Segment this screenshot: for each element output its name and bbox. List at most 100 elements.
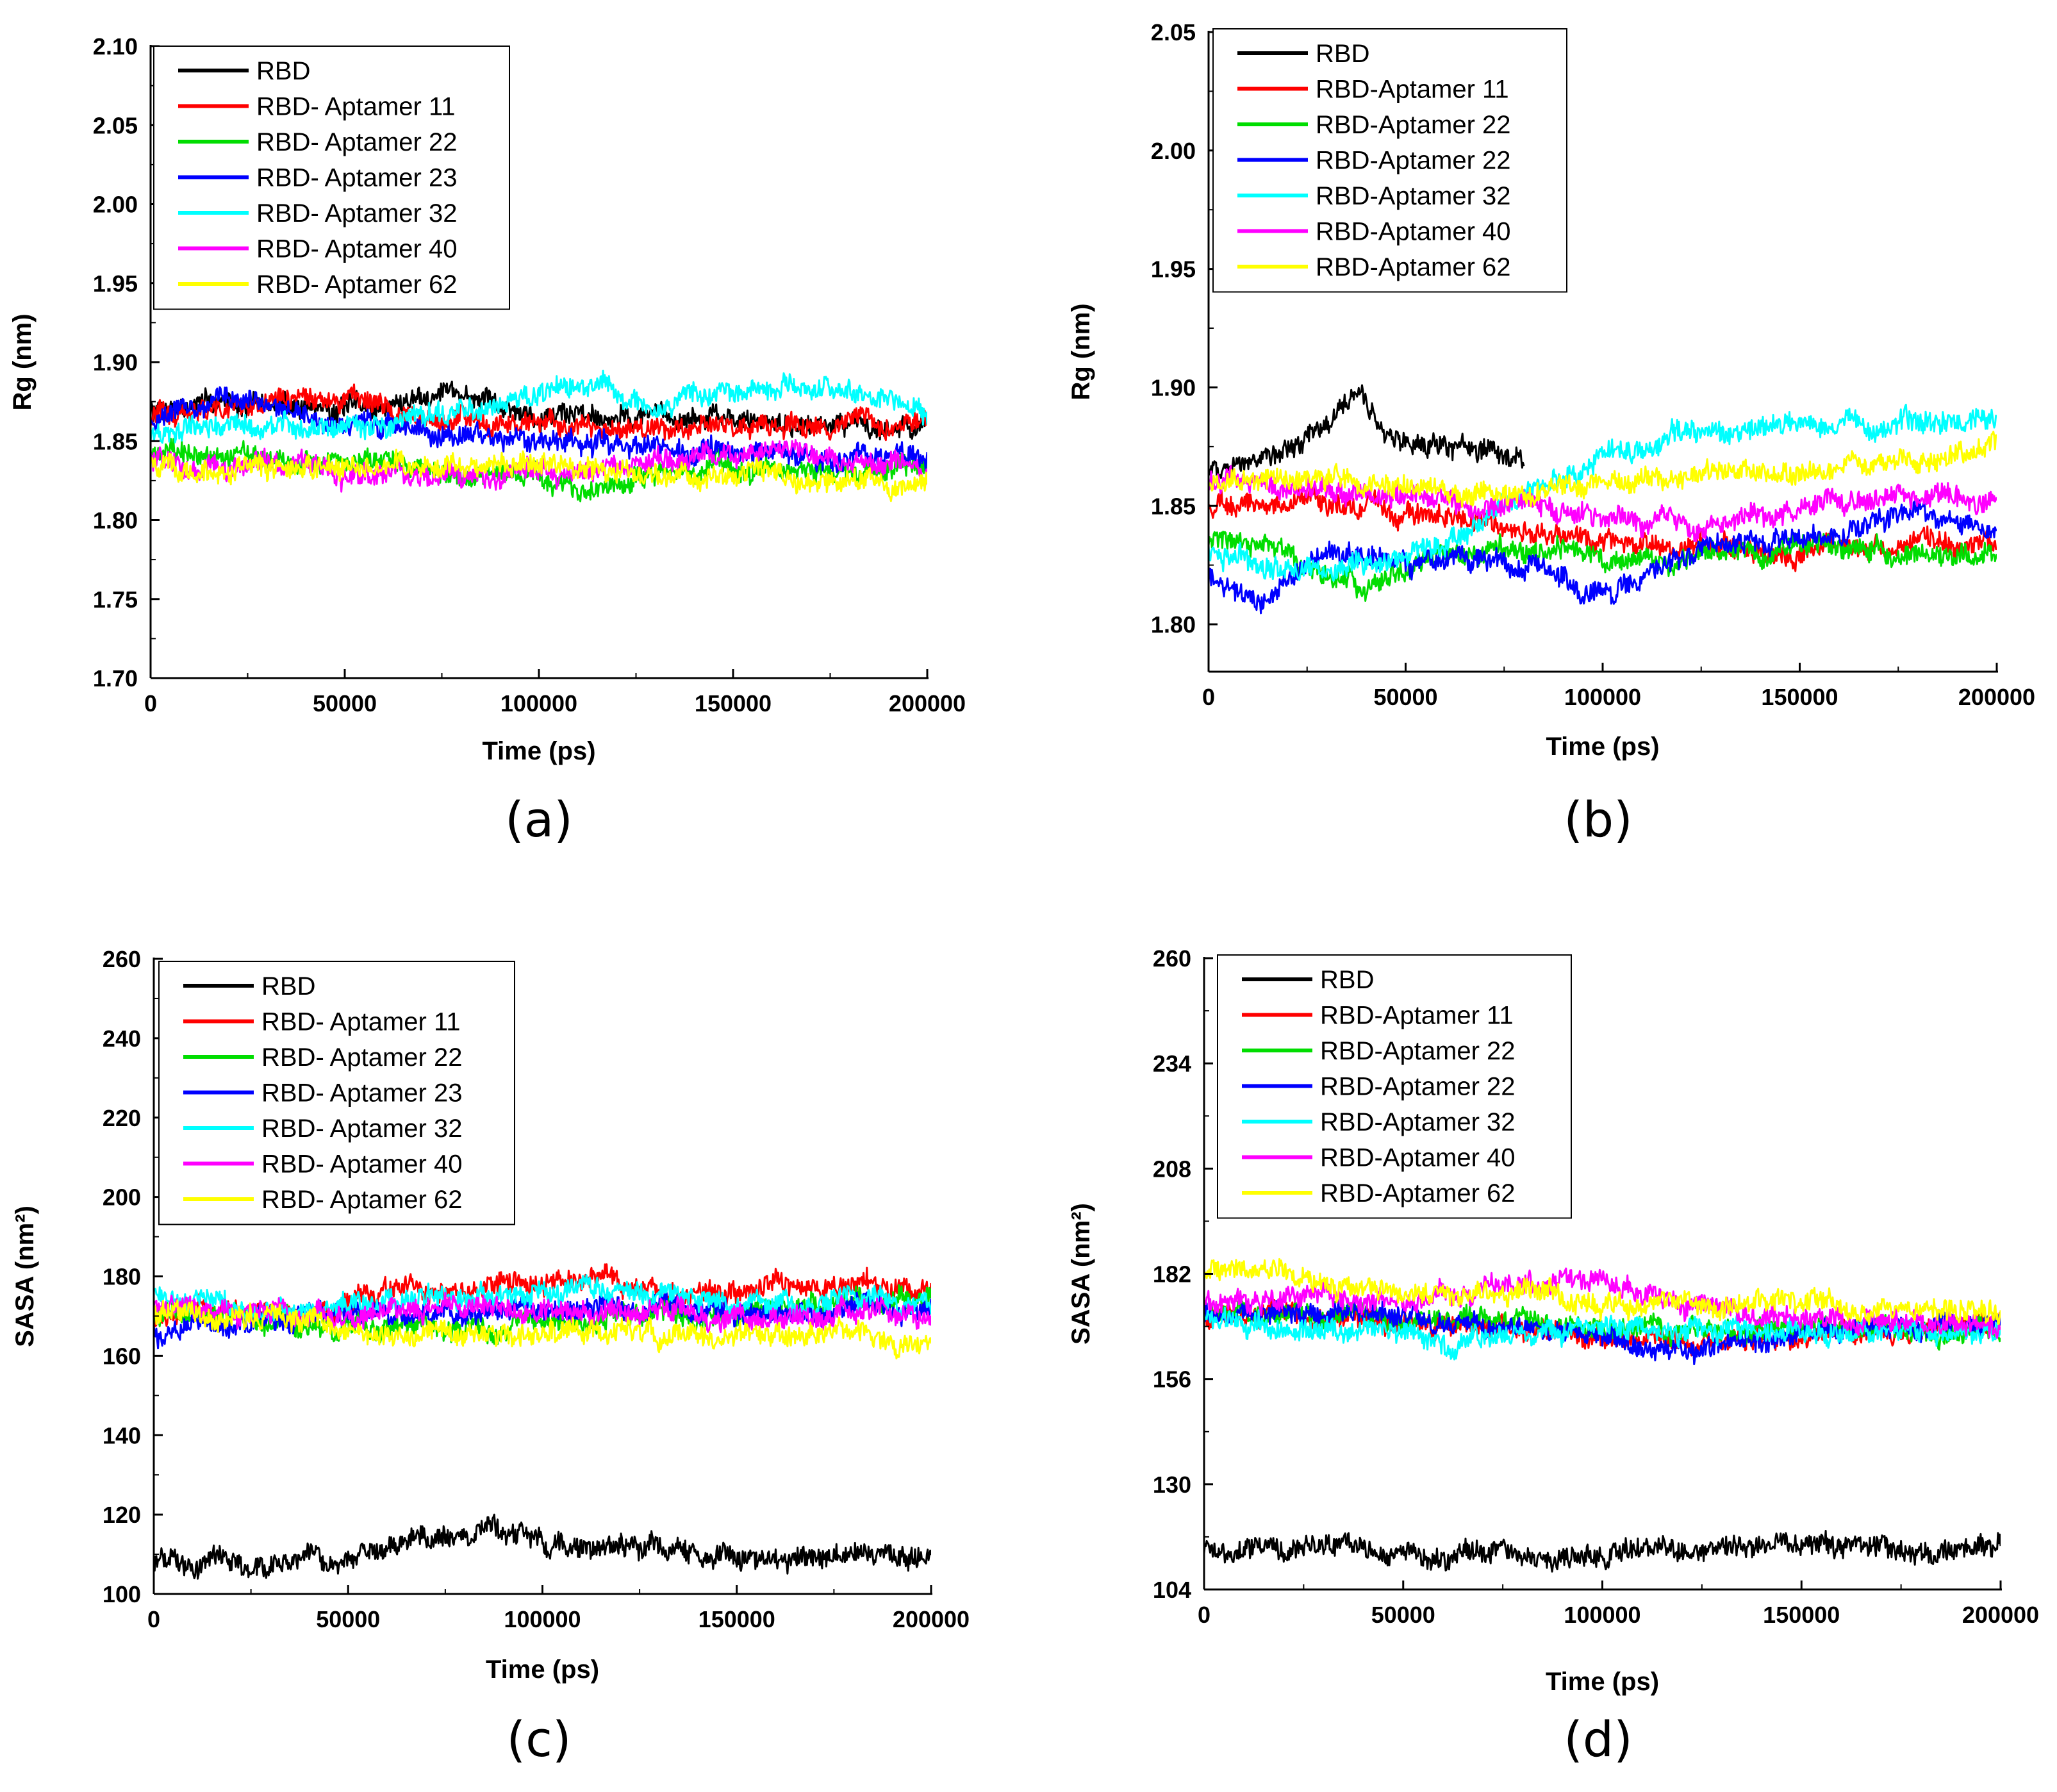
legend-label: RBD- Aptamer 40 [256,235,457,263]
legend-label: RBD [261,972,315,1000]
legend-label: RBD- Aptamer 62 [256,270,457,299]
x-axis-title: Time (ps) [486,1655,599,1684]
series-line-rbd-aptamer-62 [1209,431,1997,508]
x-tick-label: 0 [1202,684,1215,710]
y-tick-label: 234 [1153,1050,1191,1077]
series-line-rbd-aptamer-22 [1209,531,1997,602]
chart-a: 0 50000 100000 150000 200000 1.70 1.75 1.80 1.85… [8,33,966,848]
x-tick-label: 150000 [695,690,772,717]
series-line-rbd-aptamer-40 [1209,465,1997,542]
series-line-rbd-aptamer-40 [154,1291,931,1334]
y-tick-label: 1.95 [93,270,138,297]
x-axis-title: Time (ps) [1546,733,1659,761]
series-line-rbd-aptamer-22 [1204,1298,2001,1366]
legend: RBD RBD-Aptamer 11 RBD-Aptamer 22 RBD-Aptam… [1217,954,1572,1219]
series-line-rbd [1204,1530,2001,1573]
legend-label: RBD-Aptamer 22 [1316,111,1511,139]
y-tick-label: 1.90 [1151,374,1196,401]
x-tick-label: 100000 [1564,1602,1640,1628]
x-tick-label: 0 [144,690,157,717]
legend-label: RBD-Aptamer 40 [1320,1144,1516,1172]
series-line-rbd-aptamer-62 [151,449,927,502]
legend-label: RBD- Aptamer 32 [261,1115,462,1143]
series-group [154,1263,931,1580]
series-line-rbd-aptamer-32 [151,369,927,444]
chart-c: 0 50000 100000 150000 200000 100 120 140 160 180 2… [11,946,970,1768]
y-tick-label: 100 [103,1581,141,1607]
legend-label: RBD- Aptamer 23 [261,1079,462,1108]
x-tick-label: 200000 [1962,1602,2039,1628]
series-line-rbd-aptamer-23 [151,386,927,474]
series-line-rbd-aptamer-62 [1204,1257,2001,1326]
x-tick-label: 150000 [1763,1602,1840,1628]
x-tick-label: 100000 [504,1606,581,1632]
panel-label: (c) [506,1711,571,1768]
legend-label: RBD- Aptamer 22 [256,128,457,156]
series-line-rbd [154,1513,931,1580]
y-tick-label: 120 [103,1502,141,1528]
x-tick-label: 150000 [1761,684,1838,710]
y-tick-label: 1.85 [93,428,138,454]
legend-label: RBD- Aptamer 11 [256,93,456,121]
x-tick-label: 50000 [1373,684,1437,710]
legend: RBD RBD- Aptamer 11 RBD- Aptamer 22 RBD- Ap… [153,46,510,310]
x-tick-label: 200000 [889,690,966,717]
panel-label: (a) [505,791,573,848]
y-tick-label: 240 [103,1025,141,1052]
series-line-rbd-aptamer-62 [154,1299,931,1360]
y-tick-label: 2.05 [1151,19,1196,46]
legend-label: RBD-Aptamer 22 [1320,1073,1516,1101]
x-tick-label: 100000 [500,690,577,717]
y-tick-label: 1.90 [93,349,138,376]
legend-label: RBD [256,57,310,85]
series-line-rbd-aptamer-11 [151,383,927,442]
y-tick-label: 182 [1153,1261,1191,1288]
series-group [1209,384,1997,615]
series-group [151,369,927,502]
y-tick-label: 1.80 [1151,611,1196,638]
chart-d: 0 50000 100000 150000 200000 104 130 156 182 208 2… [1067,945,2039,1768]
y-tick-label: 200 [103,1184,141,1211]
panel-label: (b) [1564,791,1633,848]
y-tick-label: 260 [1153,945,1191,972]
y-tick-label: 1.70 [93,665,138,692]
legend-label: RBD- Aptamer 23 [256,164,457,192]
x-tick-label: 200000 [1958,684,2035,710]
legend-label: RBD- Aptamer 62 [261,1186,462,1214]
y-tick-label: 208 [1153,1156,1191,1182]
legend-label: RBD- Aptamer 11 [261,1008,461,1036]
legend-label: RBD- Aptamer 22 [261,1043,462,1072]
legend: RBD RBD- Aptamer 11 RBD- Aptamer 22 RBD- Ap… [158,961,515,1225]
y-tick-label: 1.85 [1151,493,1196,519]
y-tick-label: 156 [1153,1366,1191,1393]
y-tick-label: 260 [103,946,141,972]
x-tick-label: 200000 [893,1606,970,1632]
y-tick-label: 2.00 [93,192,138,218]
y-tick-label: 2.00 [1151,138,1196,164]
legend-label: RBD-Aptamer 62 [1320,1179,1516,1207]
y-tick-label: 220 [103,1105,141,1131]
y-tick-label: 2.10 [93,33,138,60]
x-axis-title: Time (ps) [1546,1668,1659,1696]
y-tick-label: 104 [1153,1577,1191,1603]
y-tick-label: 130 [1153,1472,1191,1498]
x-tick-label: 50000 [1371,1602,1435,1628]
panel-label: (d) [1564,1711,1633,1768]
y-tick-label: 1.95 [1151,256,1196,283]
legend-label: RBD [1320,966,1374,994]
y-axis-title: SASA (nm²) [1067,1203,1095,1345]
x-tick-label: 50000 [316,1606,380,1632]
y-axis-title: Rg (nm) [1067,303,1095,400]
x-tick-label: 150000 [698,1606,775,1632]
series-line-rbd-aptamer-32 [1209,403,1997,582]
series-line-rbd-aptamer-32 [1204,1306,2001,1361]
y-axis-title: Rg (nm) [8,313,37,410]
x-tick-label: 0 [147,1606,160,1632]
legend-label: RBD-Aptamer 22 [1316,147,1511,175]
legend-label: RBD-Aptamer 40 [1316,218,1511,246]
legend: RBD RBD-Aptamer 11 RBD-Aptamer 22 RBD-Aptam… [1212,28,1567,293]
y-tick-label: 140 [103,1422,141,1448]
legend-label: RBD [1316,40,1369,68]
y-tick-label: 1.80 [93,508,138,534]
series-group [1204,1257,2001,1573]
